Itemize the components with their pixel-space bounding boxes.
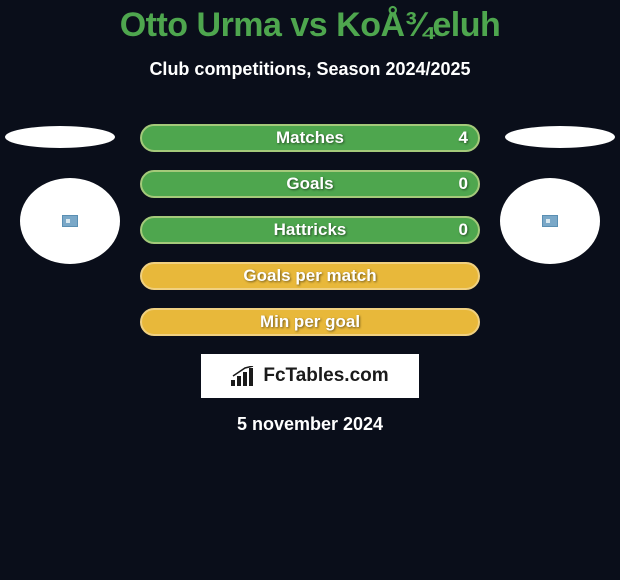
subtitle: Club competitions, Season 2024/2025 — [0, 59, 620, 80]
placeholder-icon — [542, 215, 558, 227]
player-right-avatar — [500, 178, 600, 264]
stat-value: 0 — [459, 220, 468, 240]
stat-bar-min-per-goal: Min per goal — [140, 308, 480, 336]
stat-label: Goals — [286, 174, 333, 194]
brand-badge: FcTables.com — [201, 354, 419, 398]
player-right-ellipse — [505, 126, 615, 148]
stat-label: Hattricks — [274, 220, 347, 240]
stats-bars: Matches 4 Goals 0 Hattricks 0 Goals per … — [140, 124, 480, 336]
stat-value: 4 — [459, 128, 468, 148]
comparison-card: Otto Urma vs KoÅ¾eluh Club competitions,… — [0, 0, 620, 435]
stat-label: Min per goal — [260, 312, 360, 332]
stat-value: 0 — [459, 174, 468, 194]
player-left-ellipse — [5, 126, 115, 148]
fctables-bars-icon — [231, 366, 257, 386]
stat-bar-matches: Matches 4 — [140, 124, 480, 152]
stat-bar-hattricks: Hattricks 0 — [140, 216, 480, 244]
brand-text: FcTables.com — [263, 365, 388, 387]
placeholder-icon — [62, 215, 78, 227]
stat-label: Goals per match — [243, 266, 376, 286]
stat-label: Matches — [276, 128, 344, 148]
player-left-avatar — [20, 178, 120, 264]
stat-bar-goals-per-match: Goals per match — [140, 262, 480, 290]
date-label: 5 november 2024 — [0, 414, 620, 435]
page-title: Otto Urma vs KoÅ¾eluh — [0, 0, 620, 45]
stat-bar-goals: Goals 0 — [140, 170, 480, 198]
